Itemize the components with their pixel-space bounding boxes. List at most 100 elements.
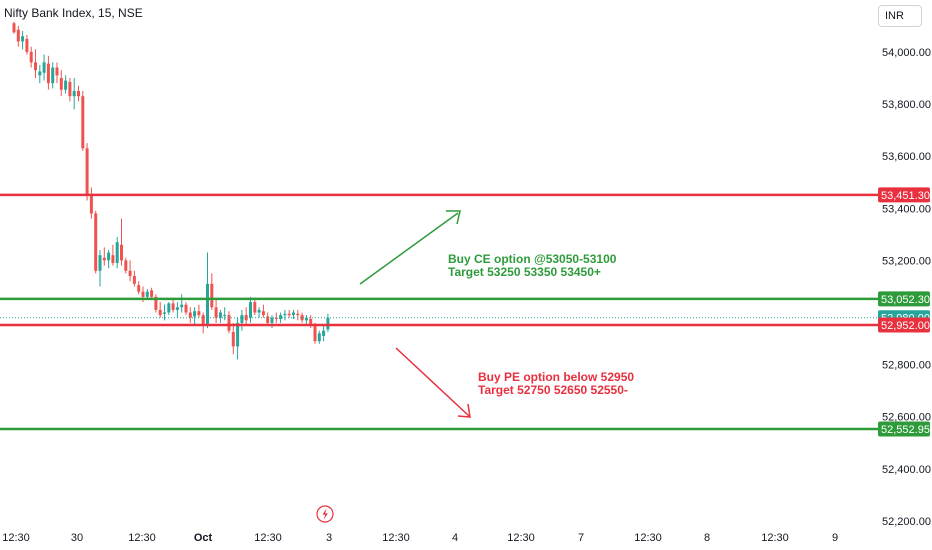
candle xyxy=(72,77,76,110)
candle xyxy=(249,296,252,323)
x-tick-label: 12:30 xyxy=(254,532,282,544)
x-tick-label: 3 xyxy=(326,532,332,544)
candle xyxy=(180,294,184,313)
y-tick-label: 52,200.00 xyxy=(882,516,931,528)
candle xyxy=(261,304,265,318)
chart-title: Nifty Bank Index, 15, NSE xyxy=(4,6,143,20)
candle xyxy=(223,307,227,321)
candle xyxy=(326,313,330,333)
pe-arrow xyxy=(395,347,470,417)
candle xyxy=(201,312,205,334)
time-axis[interactable]: 12:30 30 12:30 Oct 12:30 3 12:30 4 12:30 7 12:30 8 1… xyxy=(2,532,838,544)
candle xyxy=(137,281,141,295)
x-tick-label: 12:30 xyxy=(634,532,662,544)
candle xyxy=(240,309,244,331)
pe-arrow-head xyxy=(457,403,471,418)
svg-text:52,552.95: 52,552.95 xyxy=(881,424,930,436)
candle xyxy=(115,236,119,269)
candle xyxy=(218,309,222,323)
candle xyxy=(184,302,188,316)
candle xyxy=(51,62,55,89)
candle xyxy=(120,218,123,266)
candle xyxy=(55,62,59,84)
candle xyxy=(59,70,63,97)
candle xyxy=(150,287,154,300)
candle xyxy=(167,302,171,316)
candle xyxy=(292,309,295,320)
price-label: 53,052.30 xyxy=(878,291,930,307)
candle xyxy=(77,85,80,102)
x-tick-label: 9 xyxy=(832,532,838,544)
y-tick-label: 52,600.00 xyxy=(882,412,931,424)
pe-annotation-line1: Buy PE option below 52950 xyxy=(478,370,635,384)
candle xyxy=(171,299,175,313)
candle xyxy=(304,315,308,325)
candle xyxy=(317,330,321,344)
candle xyxy=(29,46,33,68)
candle xyxy=(21,31,25,50)
x-tick-label: 12:30 xyxy=(128,532,156,544)
candle xyxy=(38,64,42,84)
candle xyxy=(253,299,257,316)
price-label: 52,952.00 xyxy=(878,317,930,333)
candle xyxy=(300,312,304,323)
candle xyxy=(227,311,231,334)
arrows-group xyxy=(359,210,471,418)
candle xyxy=(244,307,248,326)
ce-annotation-line1: Buy CE option @53050-53100 xyxy=(448,252,617,266)
price-labels-group: 53,451.3053,052.3052,980.0052,952.0052,5… xyxy=(878,187,930,437)
candle xyxy=(257,307,261,318)
x-tick-label: 7 xyxy=(578,532,584,544)
y-tick-label: 53,200.00 xyxy=(882,255,931,267)
x-tick-label: 12:30 xyxy=(761,532,789,544)
candle xyxy=(296,309,300,321)
candle xyxy=(210,273,214,310)
candle xyxy=(231,322,235,355)
svg-text:52,952.00: 52,952.00 xyxy=(881,320,930,332)
candles-group xyxy=(12,21,330,360)
price-lines-group xyxy=(0,193,878,431)
candle xyxy=(107,249,111,269)
y-tick-label: 52,800.00 xyxy=(882,360,931,372)
currency-selector[interactable]: INR xyxy=(878,5,922,27)
x-tick-label: 12:30 xyxy=(382,532,410,544)
candle xyxy=(98,249,102,287)
pe-annotation-line2: Target 52750 52650 52550- xyxy=(478,383,628,397)
x-tick-label: 30 xyxy=(71,532,83,544)
candle xyxy=(266,312,270,326)
ce-annotation-line2: Target 53250 53350 53450+ xyxy=(448,265,601,279)
candle xyxy=(322,325,326,342)
candle xyxy=(34,49,37,78)
candle xyxy=(197,304,201,318)
candle xyxy=(25,34,29,55)
candle xyxy=(163,304,166,321)
candle xyxy=(158,302,162,318)
y-tick-label: 53,800.00 xyxy=(882,99,931,111)
price-label: 53,451.30 xyxy=(878,187,930,203)
candle xyxy=(89,187,93,219)
candle xyxy=(46,55,50,90)
candle xyxy=(132,270,136,287)
lightning-icon[interactable] xyxy=(316,505,334,523)
candle xyxy=(124,257,128,274)
x-tick-label: Oct xyxy=(194,532,213,544)
x-tick-label: 12:30 xyxy=(2,532,30,544)
x-tick-label: 12:30 xyxy=(507,532,535,544)
y-tick-label: 53,400.00 xyxy=(882,203,931,215)
candle xyxy=(283,309,287,321)
svg-text:53,451.30: 53,451.30 xyxy=(881,190,930,202)
candle xyxy=(102,247,106,266)
candle xyxy=(287,309,291,318)
candle xyxy=(16,25,20,47)
ce-arrow-head xyxy=(446,210,461,225)
price-axis[interactable]: 54,000.00 53,800.00 53,600.00 53,400.00 53,2… xyxy=(882,47,931,528)
candle xyxy=(206,252,209,329)
candle xyxy=(85,143,89,201)
y-tick-label: 52,400.00 xyxy=(882,464,931,476)
candle xyxy=(214,299,218,323)
x-tick-label: 4 xyxy=(452,532,458,544)
y-tick-label: 53,600.00 xyxy=(882,151,931,163)
candle xyxy=(12,21,16,34)
candle xyxy=(154,294,158,313)
